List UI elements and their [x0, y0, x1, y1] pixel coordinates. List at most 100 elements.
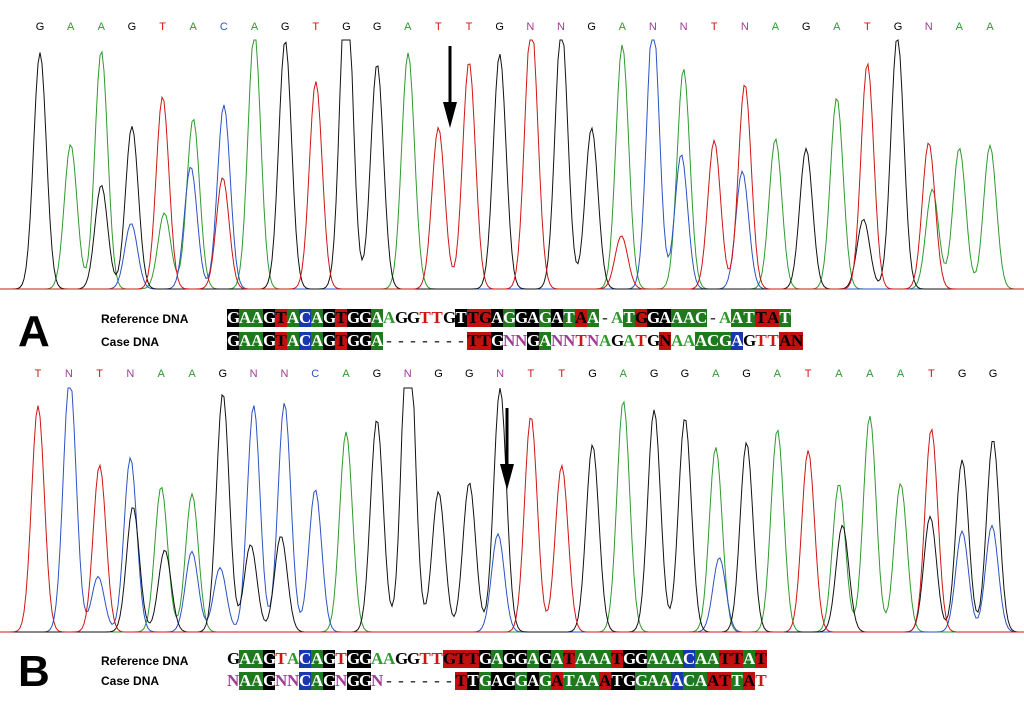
nucleotide: G [503, 671, 517, 690]
nucleotide: - [410, 331, 416, 350]
nucleotide: G [263, 671, 277, 690]
nucleotide: A [719, 308, 732, 327]
nucleotide: G [503, 308, 517, 327]
base-call: A [712, 368, 720, 380]
nucleotide: A [239, 671, 252, 690]
base-call: G [342, 21, 351, 33]
nucleotide: A [611, 308, 624, 327]
nucleotide: - [458, 331, 464, 350]
nucleotide: - [386, 671, 392, 690]
nucleotide: A [671, 649, 684, 668]
nucleotide: G [359, 331, 373, 350]
nucleotide: G [263, 308, 277, 327]
base-call: T [558, 368, 566, 380]
nucleotide: A [671, 308, 684, 327]
nucleotide: A [371, 331, 384, 350]
base-call: N [924, 21, 933, 33]
nucleotide: G [539, 649, 553, 668]
nucleotide: A [647, 649, 660, 668]
nucleotide: G [263, 331, 277, 350]
nucleotide: G [359, 671, 373, 690]
nucleotide: G [479, 671, 493, 690]
nucleotide: A [311, 671, 324, 690]
nucleotide: A [251, 671, 264, 690]
nucleotide: N [371, 671, 384, 690]
nucleotide: T [419, 308, 431, 327]
nucleotide: A [695, 649, 708, 668]
nucleotide: A [371, 649, 384, 668]
panel-a-reference-label: Reference DNA [101, 312, 189, 326]
base-call: G [434, 368, 443, 380]
nucleotide: N [659, 331, 672, 350]
nucleotide: G [407, 308, 421, 327]
base-call: N [64, 368, 73, 380]
nucleotide: G [479, 308, 493, 327]
nucleotide: T [467, 331, 479, 350]
base-call: N [740, 21, 749, 33]
nucleotide: G [395, 308, 409, 327]
nucleotide: G [515, 308, 529, 327]
nucleotide: - [398, 671, 404, 690]
base-call: T [527, 368, 535, 380]
nucleotide: T [755, 331, 767, 350]
nucleotide: T [611, 671, 623, 690]
nucleotide: A [647, 671, 660, 690]
base-call: G [893, 21, 903, 33]
nucleotide: A [599, 649, 612, 668]
nucleotide: A [671, 331, 684, 350]
base-call: A [618, 21, 626, 33]
nucleotide: A [551, 671, 564, 690]
trace-g-channel [0, 39, 1024, 290]
nucleotide: G [323, 308, 337, 327]
nucleotide: A [383, 649, 396, 668]
nucleotide: G [323, 331, 337, 350]
base-call: T [34, 368, 42, 380]
nucleotide: G [347, 671, 361, 690]
nucleotide: N [275, 671, 288, 690]
nucleotide: T [335, 308, 347, 327]
nucleotide: A [251, 308, 264, 327]
nucleotide: G [647, 331, 661, 350]
base-call: A [771, 21, 780, 33]
trace-c-channel [0, 39, 1024, 290]
base-call: A [896, 368, 905, 380]
nucleotide: A [527, 649, 540, 668]
nucleotide: A [623, 331, 636, 350]
base-call: G [372, 368, 382, 380]
nucleotide: - [710, 308, 716, 327]
base-call: A [189, 21, 197, 33]
nucleotide: A [707, 649, 720, 668]
base-call: A [404, 21, 412, 33]
nucleotide: C [683, 649, 696, 668]
base-call: T [159, 21, 166, 33]
base-call: T [804, 368, 812, 380]
nucleotide: G [359, 649, 373, 668]
nucleotide: A [539, 331, 552, 350]
nucleotide: A [575, 308, 588, 327]
nucleotide: C [299, 308, 312, 327]
panel-b-case-label: Case DNA [101, 674, 160, 688]
base-call: A [619, 368, 627, 380]
panel-a-label: A [18, 307, 50, 356]
nucleotide: T [623, 308, 635, 327]
nucleotide: A [695, 331, 708, 350]
nucleotide: G [635, 308, 649, 327]
nucleotide: A [527, 671, 540, 690]
base-call: N [679, 21, 688, 33]
base-call: A [157, 368, 165, 380]
base-call: N [556, 21, 565, 33]
nucleotide: G [263, 649, 277, 668]
base-call: N [403, 368, 412, 380]
base-call: C [311, 368, 320, 380]
nucleotide: A [491, 308, 504, 327]
base-call: G [127, 21, 137, 33]
panel-a-chromatogram [0, 39, 1024, 290]
base-call: C [219, 21, 228, 33]
nucleotide: A [239, 308, 252, 327]
nucleotide: G [503, 649, 517, 668]
nucleotide: A [779, 331, 792, 350]
nucleotide: A [767, 308, 780, 327]
base-call: G [742, 368, 751, 380]
nucleotide: G [443, 649, 457, 668]
nucleotide: T [431, 308, 443, 327]
